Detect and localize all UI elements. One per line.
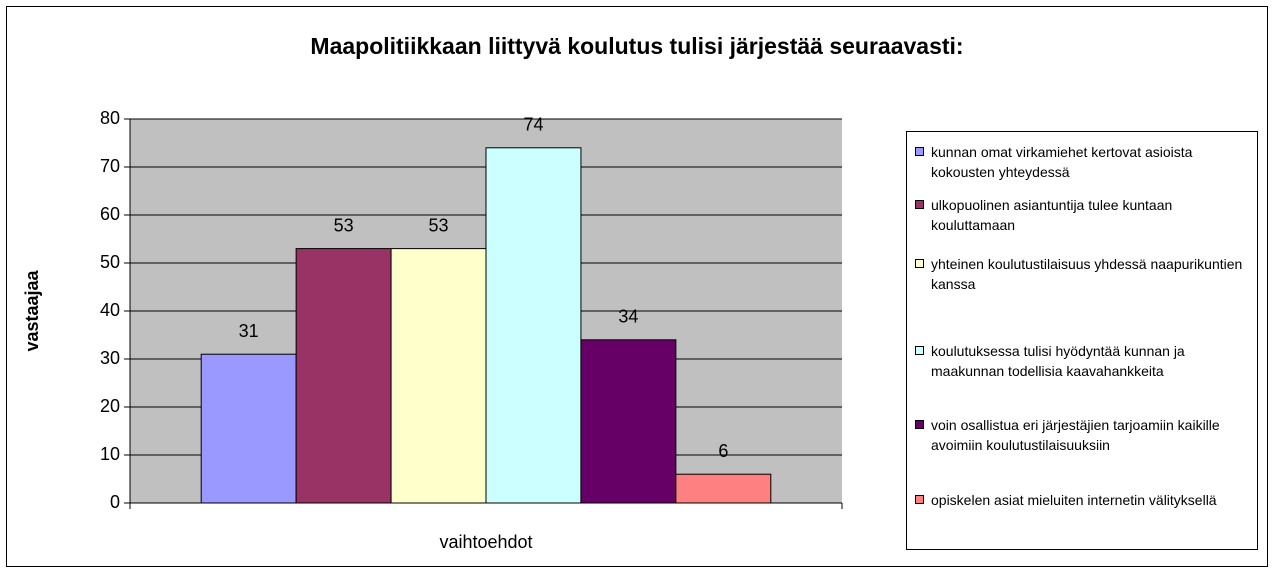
y-tick-label: 30 (100, 348, 120, 368)
y-tick-label: 20 (100, 396, 120, 416)
y-tick-label: 40 (100, 300, 120, 320)
data-label: 6 (718, 441, 728, 461)
bar (295, 248, 392, 504)
legend-label: koulutuksessa tulisi hyödyntää kunnan ja… (931, 343, 1185, 379)
data-label: 53 (334, 215, 354, 235)
y-tick-label: 0 (110, 492, 120, 512)
data-label: 31 (239, 321, 259, 341)
legend-label: ulkopuolinen asiantuntija tulee kuntaan … (931, 197, 1173, 233)
y-tick-label: 50 (100, 252, 120, 272)
chart-title: Maapolitiikkaan liittyvä koulutus tulisi… (310, 33, 963, 59)
bar (200, 353, 297, 504)
legend-entry: kunnan omat virkamiehet kertovat asioist… (915, 142, 1251, 182)
y-tick-label: 60 (100, 204, 120, 224)
y-axis-title: vastaajaa (22, 269, 42, 351)
legend-label: yhteinen koulutustilaisuus yhdessä naapu… (931, 256, 1243, 292)
data-label: 34 (618, 307, 638, 327)
legend: kunnan omat virkamiehet kertovat asioist… (906, 131, 1258, 550)
legend-entry: ulkopuolinen asiantuntija tulee kuntaan … (915, 195, 1251, 235)
legend-swatch (915, 259, 924, 268)
legend-swatch (915, 147, 924, 156)
legend-entry: koulutuksessa tulisi hyödyntää kunnan ja… (915, 341, 1251, 381)
legend-swatch (915, 200, 924, 209)
y-tick-label: 10 (100, 444, 120, 464)
data-label: 74 (523, 115, 543, 135)
x-axis-title: vaihtoehdot (439, 532, 532, 552)
bar (675, 473, 772, 504)
y-tick-label: 80 (100, 108, 120, 128)
legend-swatch (915, 346, 924, 355)
data-label: 53 (429, 215, 449, 235)
legend-label: voin osallistua eri järjestäjien tarjoam… (931, 417, 1220, 453)
legend-entry: yhteinen koulutustilaisuus yhdessä naapu… (915, 254, 1251, 294)
legend-entry: voin osallistua eri järjestäjien tarjoam… (915, 415, 1251, 455)
legend-swatch (915, 495, 924, 504)
y-tick-label: 70 (100, 156, 120, 176)
legend-label: kunnan omat virkamiehet kertovat asioist… (931, 144, 1193, 180)
bar (485, 147, 582, 504)
legend-label: opiskelen asiat mieluiten internetin väl… (931, 492, 1217, 508)
legend-entry: opiskelen asiat mieluiten internetin väl… (915, 490, 1251, 510)
legend-swatch (915, 420, 924, 429)
bar (390, 248, 487, 504)
bar (580, 339, 677, 504)
